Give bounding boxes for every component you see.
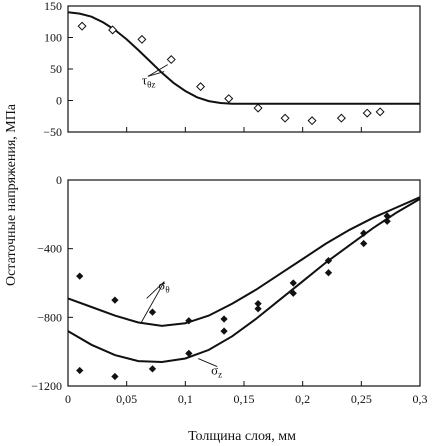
bottom-data-point — [148, 308, 157, 316]
bottom-fit-curve-0 — [67, 196, 421, 327]
top-data-point — [253, 103, 263, 113]
bottom-data-point — [360, 239, 368, 248]
top-y-tick-label: 50 — [50, 62, 62, 76]
x-tick-label: 0,2 — [295, 392, 310, 406]
bottom-data-point — [383, 217, 391, 225]
bottom-annotation-leader — [146, 281, 165, 299]
x-tick-label: 0,05 — [116, 392, 137, 406]
x-axis-title: Толщина слоя, мм — [188, 429, 296, 444]
bottom-data-point — [324, 257, 333, 265]
bottom-plot-frame — [67, 179, 421, 387]
top-y-tick-label: −50 — [43, 125, 62, 139]
bottom-data-point — [185, 349, 193, 358]
top-data-point — [108, 25, 118, 35]
top-annotation-leader — [147, 71, 165, 77]
y-axis-title: Остаточные напряжения, МПа — [4, 103, 19, 286]
top-data-point — [224, 94, 234, 104]
bottom-data-point — [289, 279, 297, 287]
top-annotation-leader — [147, 64, 168, 77]
bottom-data-point — [254, 305, 262, 313]
top-data-point — [77, 21, 87, 31]
bottom-annotation-leader — [140, 281, 165, 324]
bottom-fit-curve-1 — [67, 198, 421, 364]
x-tick-label: 0,25 — [351, 392, 372, 406]
top-data-point — [196, 82, 206, 92]
bottom-data-point — [220, 327, 228, 335]
top-fit-curve-0 — [67, 11, 420, 105]
top-data-point — [137, 34, 147, 44]
bottom-data-point — [111, 296, 119, 304]
x-tick-label: 0,1 — [178, 392, 193, 406]
top-data-point — [362, 108, 372, 118]
top-y-tick-label: 0 — [56, 94, 62, 108]
bottom-data-point — [185, 317, 193, 325]
bottom-data-point — [76, 366, 84, 375]
top-data-point — [336, 113, 346, 123]
bottom-data-point — [360, 229, 368, 237]
top-y-tick-label: 100 — [44, 31, 62, 45]
bottom-data-point — [76, 272, 84, 280]
top-data-point — [307, 116, 317, 126]
x-tick-label: 0,3 — [413, 392, 428, 406]
bottom-data-point — [289, 289, 297, 297]
bottom-data-point — [148, 365, 157, 373]
bottom-y-tick-label: 0 — [56, 173, 62, 187]
top-data-point — [166, 55, 176, 65]
bottom-curve-label: σz — [211, 363, 222, 380]
bottom-curve-label: σθ — [158, 278, 169, 295]
top-y-tick-label: 150 — [44, 0, 62, 13]
bottom-y-tick-label: −1200 — [31, 379, 62, 393]
bottom-data-point — [220, 315, 228, 323]
x-tick-label: 0,15 — [234, 392, 255, 406]
top-data-point — [280, 113, 290, 123]
bottom-data-point — [324, 269, 333, 277]
bottom-y-tick-label: −800 — [37, 310, 62, 324]
bottom-data-point — [111, 372, 119, 381]
x-tick-label: 0 — [65, 392, 71, 406]
bottom-y-tick-label: −400 — [37, 242, 62, 256]
bottom-annotation-leader — [198, 358, 218, 367]
top-data-point — [375, 107, 385, 117]
